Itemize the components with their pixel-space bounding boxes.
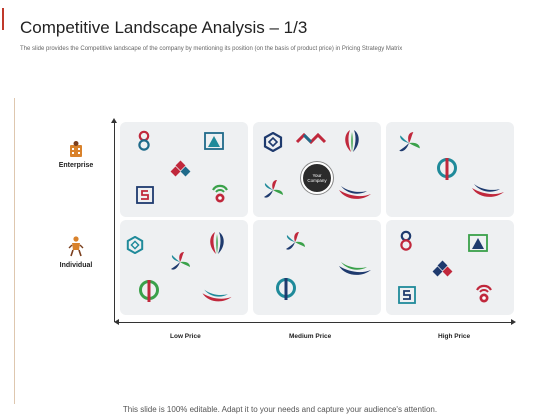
circle-stem-logo-icon: [139, 280, 159, 302]
cell-enterprise-medium-price: Your Company: [253, 122, 381, 217]
circle-stem-logo-icon: [276, 278, 296, 300]
hexagon-logo-icon: [126, 236, 144, 254]
swoosh-logo-icon: [339, 262, 371, 275]
slide-subtitle: The slide provides the Competitive lands…: [20, 46, 403, 52]
leaf-blade-logo-icon: [345, 130, 359, 152]
col-label-medium-price: Medium Price: [289, 333, 332, 340]
slide-footer: This slide is 100% editable. Adapt it to…: [122, 405, 438, 414]
building-person-icon: [70, 141, 82, 157]
zigzag-ribbon-logo-icon: [295, 132, 327, 145]
swoosh-logo-icon: [339, 186, 371, 199]
s-box-logo-icon: [398, 286, 416, 304]
pinwheel-logo-icon: [399, 132, 420, 152]
circle-stem-logo-icon: [437, 158, 457, 180]
hexagon-logo-icon: [263, 132, 283, 152]
pinwheel-logo-icon: [264, 180, 283, 198]
diamond-cluster-logo-icon: [432, 260, 453, 277]
pinwheel-logo-icon: [286, 232, 305, 250]
title-accent-bar: [2, 8, 4, 30]
cell-enterprise-low-price: [120, 122, 248, 217]
row-label-enterprise: Enterprise: [36, 140, 116, 169]
pinwheel-logo-icon: [171, 252, 190, 270]
diamond-cluster-logo-icon: [170, 160, 191, 177]
swoosh-logo-icon: [472, 184, 504, 197]
cell-individual-medium-price: [253, 220, 381, 315]
cell-individual-low-price: [120, 220, 248, 315]
row-label-individual: Individual: [36, 236, 116, 269]
swoosh-logo-icon: [202, 289, 232, 302]
person-icon: [68, 236, 84, 257]
cell-individual-high-price: [386, 220, 514, 315]
signal-logo-icon: [476, 284, 492, 303]
leaf-blade-logo-icon: [210, 232, 224, 254]
y-axis: [111, 118, 117, 322]
row-label-text: Enterprise: [58, 162, 94, 169]
slide-title: Competitive Landscape Analysis – 1/3: [20, 18, 308, 37]
row-label-text: Individual: [59, 262, 93, 269]
figure-eight-logo-icon: [400, 230, 412, 251]
triangle-square-logo-icon: [468, 234, 488, 252]
left-divider: [14, 98, 15, 404]
figure-eight-logo-icon: [138, 130, 150, 151]
col-label-high-price: High Price: [438, 333, 471, 340]
cell-enterprise-high-price: [386, 122, 514, 217]
s-box-logo-icon: [136, 186, 154, 204]
col-label-low-price: Low Price: [170, 333, 201, 340]
x-axis: [114, 319, 516, 325]
signal-logo-icon: [212, 184, 228, 203]
triangle-square-logo-icon: [204, 132, 224, 150]
your-company-marker: Your Company: [301, 162, 333, 194]
